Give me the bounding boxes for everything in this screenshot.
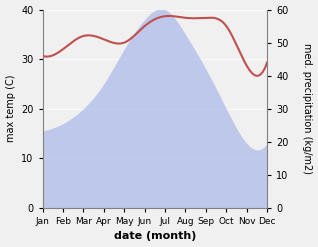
- Y-axis label: med. precipitation (kg/m2): med. precipitation (kg/m2): [302, 43, 313, 174]
- Y-axis label: max temp (C): max temp (C): [5, 75, 16, 143]
- X-axis label: date (month): date (month): [114, 231, 196, 242]
